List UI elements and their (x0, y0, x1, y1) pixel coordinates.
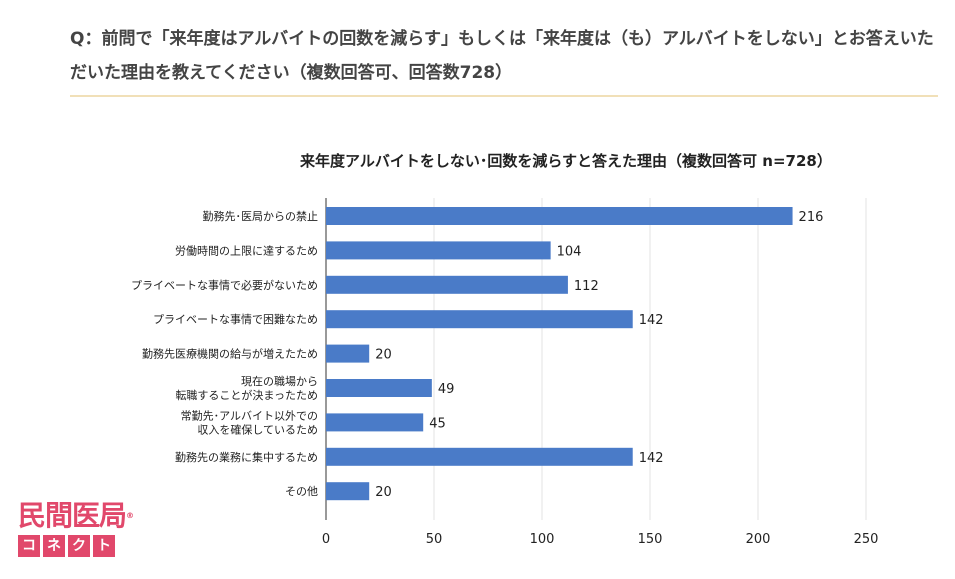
data-label: 20 (375, 485, 392, 500)
category-label: プライベートな事情で困難なため (153, 313, 318, 326)
logo-char: コ (18, 535, 40, 557)
logo-char: ト (93, 535, 115, 557)
data-label: 20 (375, 348, 392, 363)
bar (326, 379, 432, 397)
category-label: プライベートな事情で必要がないため (131, 278, 318, 292)
logo-subtitle: コ ネ ク ト (18, 535, 138, 557)
bar (326, 310, 633, 329)
divider (70, 95, 938, 97)
category-label: 労働時間の上限に達するため (175, 243, 318, 257)
bar (326, 275, 568, 294)
chart-title: 来年度アルバイトをしない･回数を減らすと答えた理由（複数回答可 n=728） (300, 152, 832, 170)
bar (326, 344, 370, 363)
x-tick-label: 100 (530, 532, 555, 547)
x-tick-label: 150 (638, 532, 663, 547)
data-label: 45 (429, 416, 446, 431)
category-label: 勤務先･医局からの禁止 (203, 209, 319, 223)
x-tick-label: 200 (746, 532, 771, 547)
logo-char: ネ (43, 535, 65, 557)
logo-char: ク (68, 535, 90, 557)
bar (326, 482, 370, 501)
data-label: 216 (799, 210, 824, 225)
x-tick-label: 250 (854, 532, 879, 547)
category-label: 常勤先･アルバイト以外での (181, 409, 318, 422)
category-label: その他 (285, 485, 318, 498)
logo-wordmark: 民間医局® (18, 499, 134, 532)
category-label: 収入を確保しているため (197, 422, 318, 436)
bar (326, 241, 551, 260)
brand-logo: 民間医局® コ ネ ク ト (18, 500, 138, 566)
data-label: 112 (574, 279, 599, 294)
x-tick-label: 0 (322, 532, 330, 547)
bar (326, 413, 424, 432)
x-tick-label: 50 (426, 532, 443, 547)
data-label: 142 (639, 451, 664, 466)
question-text: Q：前問で「来年度はアルバイトの回数を減らす」もしくは「来年度は（も）アルバイト… (70, 29, 934, 83)
data-label: 142 (639, 313, 664, 328)
category-label: 現在の職場から (241, 375, 318, 388)
bar (326, 447, 633, 466)
data-label: 104 (557, 244, 582, 259)
data-label: 49 (438, 382, 455, 397)
category-label: 勤務先医療機関の給与が増えたため (142, 347, 318, 361)
category-label: 勤務先の業務に集中するため (175, 450, 318, 464)
bar (326, 207, 793, 225)
category-label: 転職することが決まったため (175, 388, 318, 402)
